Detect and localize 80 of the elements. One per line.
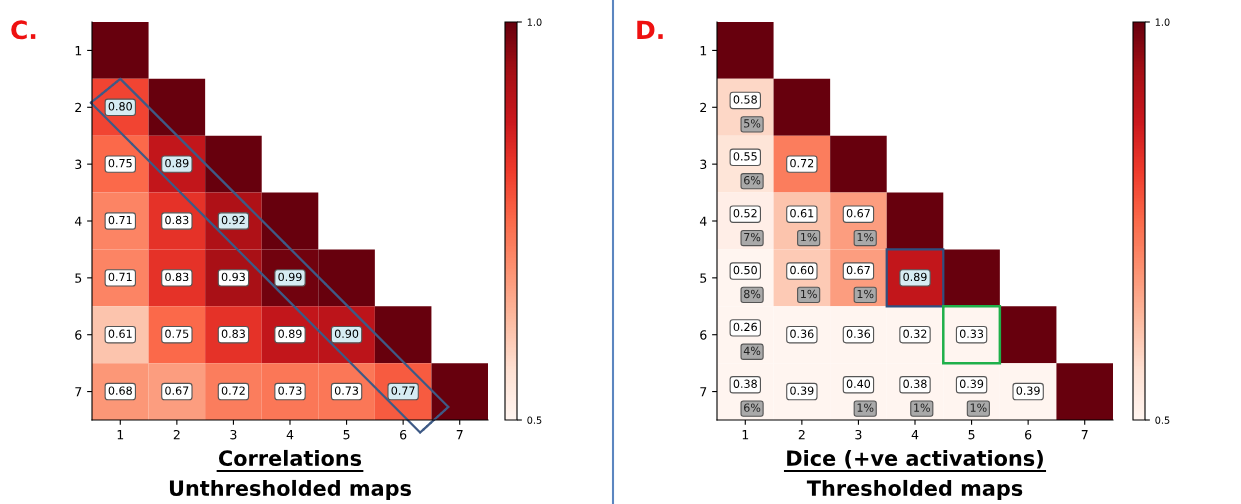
y-tick-label: 2 [75,102,82,113]
text: Thresholded maps [806,479,1023,501]
data-label: 0.89 [278,329,302,338]
data-label: 0.89 [165,158,189,168]
data-label: 0.75 [108,158,132,168]
text: C. [11,20,36,40]
data-label: 0.33 [959,329,984,338]
y-tick-label: 2 [700,102,707,113]
text: 0.52 7% [733,209,761,242]
y-tick-label: 6 [75,330,82,340]
x-tick-label: 4 [286,430,294,440]
text: 0.55 6% [733,152,761,185]
data-label: 0.61 [108,329,132,338]
data-label: 0.68 [108,386,132,395]
data-label: 0.75 [165,329,189,338]
x-tick-label: 4 [911,430,919,440]
x-tick-label: 1 [742,430,749,440]
data-label: 0.99 [278,272,302,282]
data-label: 0.73 [278,386,302,395]
data-label: 0.83 [221,329,245,338]
text: 0.58 5% [733,95,761,128]
y-tick-label: 1 [75,46,82,56]
data-label: 0.92 [221,215,245,225]
data-label: 0.72 [221,386,245,395]
x-tick-label: 2 [798,429,805,440]
y-tick-label: 5 [75,273,82,283]
text: 0.60 1% [790,265,817,299]
data-label: 0.73 [334,386,359,395]
data-label: 0.39 [790,386,814,395]
x-tick-label: 3 [230,429,237,440]
color-bar-label: 0.5 [1155,416,1170,424]
x-tick-label: 6 [1025,429,1032,440]
x-tick-label: 6 [400,429,407,440]
y-tick-label: 7 [75,387,82,397]
text: Correlations [218,449,362,467]
text: Unthresholded maps [169,479,411,501]
text: 0.67 1% [846,209,874,242]
text: 0.67 1% [846,265,874,299]
text: 0.38 6% [733,379,761,412]
x-tick-label: 3 [855,429,862,440]
text: D. [637,20,663,39]
x-tick-label: 7 [456,430,463,440]
x-tick-label: 5 [343,430,350,440]
text: 0.61 1% [790,209,817,242]
data-label: 0.72 [790,158,814,168]
x-tick-label: 5 [968,430,975,440]
text: 0.39 1% [959,379,987,412]
data-label: 0.89 [903,272,927,282]
data-label: 0.90 [334,329,359,338]
data-label: 0.32 [903,329,927,338]
data-label: 0.83 [165,215,189,225]
data-label: 0.83 [165,272,189,282]
x-tick-label: 2 [173,429,180,440]
data-label: 0.67 [165,386,189,395]
text: 0.38 1% [903,379,930,412]
y-tick-label: 7 [700,387,707,397]
data-label: 0.71 [108,215,132,225]
y-tick-label: 4 [699,216,707,226]
y-tick-label: 6 [700,330,707,340]
text: Dice (+ve activations) [787,449,1043,469]
x-tick-label: 1 [117,430,124,440]
data-label: 0.93 [221,272,245,282]
data-label: 0.36 [846,329,871,338]
y-tick-label: 3 [75,159,82,170]
data-label: 0.71 [108,272,132,282]
data-label: 0.80 [108,102,132,111]
y-tick-label: 1 [700,46,707,56]
y-tick-label: 5 [700,273,707,283]
y-tick-label: 3 [700,159,707,170]
text: 0.40 1% [846,379,874,412]
color-bar-label: 0.5 [527,416,542,424]
data-label: 0.77 [391,386,415,395]
x-tick-label: 7 [1081,430,1088,440]
text: 0.50 8% [733,265,761,299]
data-label: 0.39 [1016,386,1040,395]
color-bar-label: 1.0 [1155,18,1170,26]
y-tick-label: 4 [74,216,82,226]
color-bar-label: 1.0 [527,18,542,26]
data-label: 0.36 [790,329,814,338]
text: 0.26 4% [733,322,761,355]
